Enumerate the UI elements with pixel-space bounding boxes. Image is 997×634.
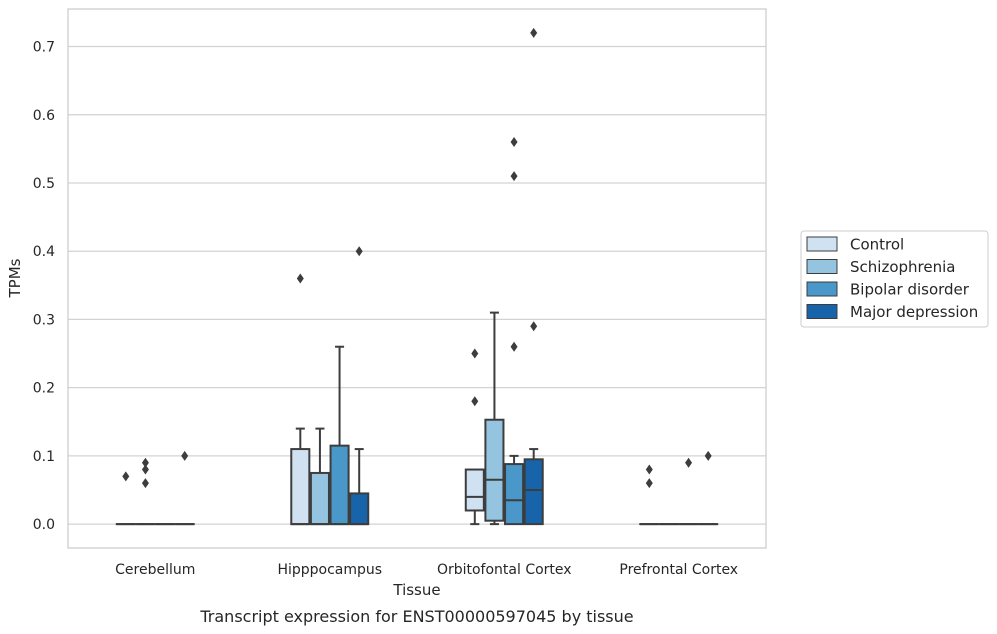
outlier-point — [510, 341, 518, 352]
box-body — [349, 492, 370, 526]
outlier-point — [471, 396, 479, 407]
outlier-point — [122, 471, 130, 482]
legend-label: Major depression — [850, 303, 978, 321]
box-body — [464, 468, 485, 512]
x-axis-ticks: Cerebellum Hipppocampus Orbitofontal Corte… — [115, 562, 738, 578]
box-body — [309, 471, 330, 526]
legend-label: Bipolar disorder — [850, 281, 970, 299]
y-tick-label: 0.2 — [33, 381, 55, 397]
box-body — [329, 444, 350, 526]
box-body — [290, 448, 311, 526]
outlier-point — [510, 171, 518, 182]
legend-swatch — [806, 236, 838, 252]
y-tick-label: 0.0 — [33, 517, 55, 533]
chart-caption: Transcript expression for ENST0000059704… — [199, 607, 633, 626]
box-body — [504, 463, 525, 526]
outlier-point — [355, 246, 363, 257]
outlier-point — [645, 464, 653, 475]
outlier-point — [141, 457, 149, 468]
outlier-point — [471, 348, 479, 359]
box-major-depression — [174, 450, 195, 526]
box-control — [639, 464, 660, 526]
box-bipolar-disorder — [678, 457, 699, 526]
box-control — [464, 348, 485, 526]
legend-frame — [800, 230, 989, 328]
x-tick-label: Prefrontal Cortex — [619, 562, 738, 578]
box-bipolar-disorder — [329, 345, 350, 526]
legend-label: Control — [850, 236, 904, 254]
box-major-depression — [523, 27, 544, 526]
legend-label: Schizophrenia — [850, 258, 955, 276]
y-axis-ticks: 0.0 0.1 0.2 0.3 0.4 0.5 0.6 0.7 — [33, 40, 55, 534]
outlier-point — [141, 478, 149, 489]
box-bipolar-disorder — [504, 137, 525, 526]
box-schizophrenia — [135, 457, 156, 526]
outlier-point — [645, 478, 653, 489]
legend-swatch — [806, 259, 838, 274]
box-major-depression — [349, 246, 370, 526]
outlier-point — [704, 450, 712, 461]
y-axis-title: TPMs — [6, 258, 24, 298]
outlier-point — [510, 137, 518, 148]
outlier-point — [530, 321, 538, 332]
outlier-point — [181, 450, 189, 461]
outlier-point — [141, 464, 149, 475]
legend-swatch — [806, 304, 838, 319]
legend: Control Schizophrenia Bipolar disorder Majo… — [800, 230, 989, 328]
x-tick-label: Hipppocampus — [277, 562, 382, 578]
gridlines — [68, 45, 766, 525]
outlier-point — [530, 27, 538, 38]
outlier-point — [296, 273, 304, 284]
box-schizophrenia — [484, 311, 505, 526]
box-major-depression — [698, 450, 719, 526]
legend-swatch — [806, 281, 838, 297]
y-tick-label: 0.5 — [33, 176, 55, 192]
plot-frame — [67, 8, 767, 549]
y-tick-label: 0.7 — [33, 40, 55, 56]
box-control — [290, 273, 311, 526]
y-tick-label: 0.1 — [33, 449, 55, 465]
y-tick-label: 0.4 — [33, 244, 55, 260]
box-schizophrenia — [309, 427, 330, 526]
x-axis-title: Tissue — [392, 581, 440, 599]
box-control — [115, 471, 136, 526]
outlier-point — [685, 457, 693, 468]
box-body — [484, 418, 505, 522]
y-tick-label: 0.6 — [33, 108, 55, 124]
x-tick-label: Cerebellum — [115, 562, 195, 578]
y-tick-label: 0.3 — [33, 312, 55, 328]
box-plot-area — [115, 27, 719, 526]
x-tick-label: Orbitofontal Cortex — [437, 562, 572, 578]
box-body — [523, 458, 544, 526]
